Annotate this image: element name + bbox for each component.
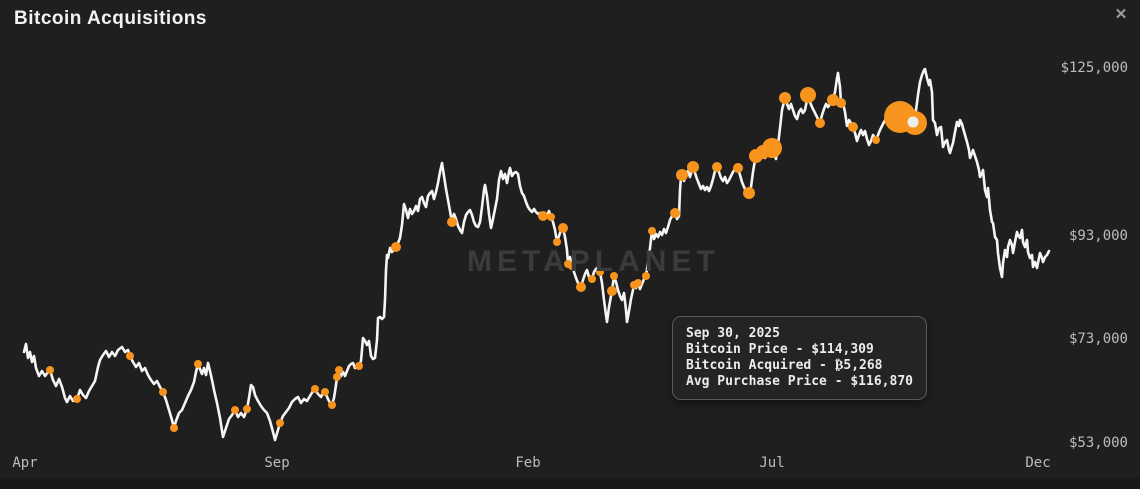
acquisition-dot[interactable] [568,262,576,270]
acquisition-dot[interactable] [335,366,343,374]
acquisition-dot[interactable] [447,217,457,227]
x-axis-label: Jul [759,455,785,471]
acquisition-dot[interactable] [815,118,825,128]
acquisition-dot[interactable] [610,272,618,280]
tooltip-date: Sep 30, 2025 [686,326,780,341]
acquisition-dot[interactable] [872,136,880,144]
y-axis-label: $125,000 [1060,60,1128,76]
acquisition-dot[interactable] [779,92,791,104]
acquisition-dot[interactable] [231,406,239,414]
acquisition-dot[interactable] [333,373,341,381]
acquisition-dot[interactable] [676,169,688,181]
acquisition-dot[interactable] [800,87,816,103]
acquisition-dot[interactable] [648,227,656,235]
acquisition-dot[interactable] [576,282,586,292]
acquisition-dot[interactable] [743,187,755,199]
acquisition-dot[interactable] [194,360,202,368]
x-axis-label: Apr [12,455,38,471]
acquisition-dot[interactable] [126,352,134,360]
tooltip-bitcoin-acquired: Bitcoin Acquired - ₿5,268 [686,358,883,373]
close-icon[interactable]: ✕ [1114,6,1128,23]
acquisition-dot[interactable] [733,163,743,173]
acquisition-dot[interactable] [243,405,251,413]
acquisition-dot[interactable] [712,162,722,172]
tooltip-avg-purchase-price: Avg Purchase Price - $116,870 [686,374,913,389]
acquisition-dot[interactable] [634,279,642,287]
acquisition-dot[interactable] [607,286,617,296]
acquisition-dot[interactable] [836,98,846,108]
acquisition-dot[interactable] [687,161,699,173]
metaplanet-watermark: METAPLANET [467,245,720,278]
acquisition-dot[interactable] [311,385,319,393]
tooltip: Sep 30, 2025 Bitcoin Price - $114,309 Bi… [672,316,927,400]
acquisition-dot[interactable] [547,213,555,221]
y-axis-label: $73,000 [1068,331,1128,347]
acquisition-dot[interactable] [321,388,329,396]
acquisition-dot[interactable] [558,223,568,233]
acquisition-dot[interactable] [588,275,596,283]
acquisition-dot[interactable] [762,138,782,158]
acquisition-dot[interactable] [848,122,858,132]
acquisition-dot[interactable] [46,366,54,374]
panel-bottom-edge [0,478,1140,489]
acquisition-dot[interactable] [170,424,178,432]
acquisition-dot[interactable] [159,388,167,396]
x-axis-label: Dec [1025,455,1051,471]
x-axis-label: Sep [264,455,290,471]
acquisition-dot[interactable] [670,208,680,218]
tooltip-bitcoin-price: Bitcoin Price - $114,309 [686,342,874,357]
acquisition-dot[interactable] [391,242,401,252]
x-axis-label: Feb [515,455,541,471]
acquisition-dot[interactable] [276,419,284,427]
acquisition-dot[interactable] [73,395,81,403]
acquisition-dot[interactable] [596,268,604,276]
acquisition-dot[interactable] [538,211,548,221]
acquisition-dot[interactable] [355,362,363,370]
acquisition-dot[interactable] [553,238,561,246]
acquisition-dot[interactable] [642,272,650,280]
y-axis-label: $93,000 [1068,228,1128,244]
acquisition-dot[interactable] [328,401,336,409]
page-title: Bitcoin Acquisitions [14,8,207,29]
y-axis-label: $53,000 [1068,435,1128,451]
highlight-marker[interactable] [907,116,919,128]
